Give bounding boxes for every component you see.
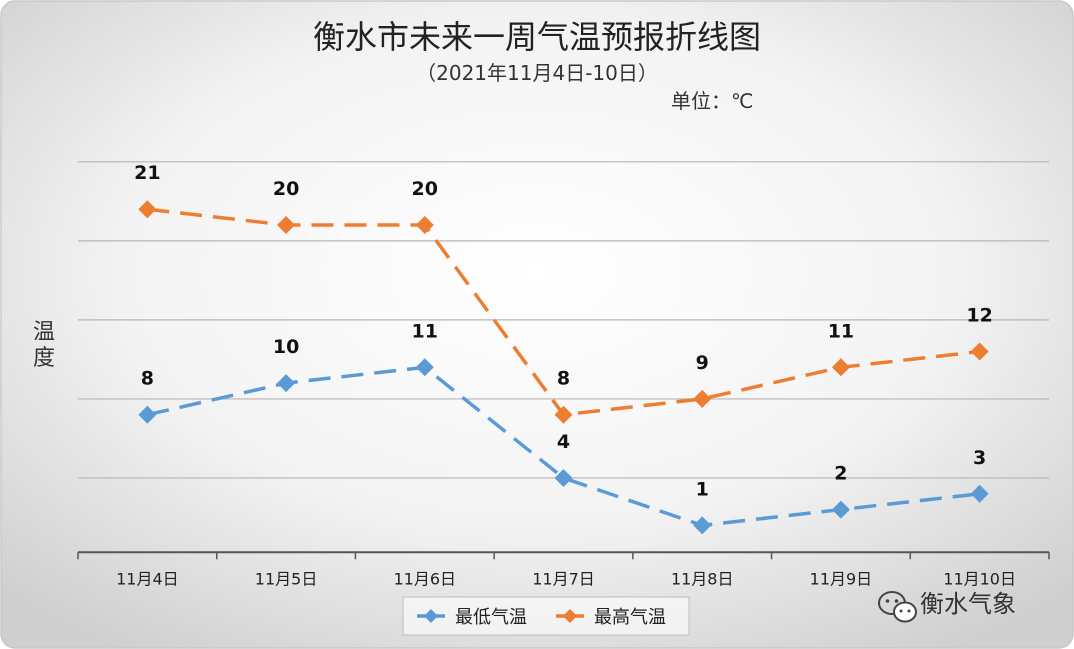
data-label: 12 <box>966 305 992 327</box>
data-point <box>693 516 712 535</box>
data-label: 11 <box>412 320 438 342</box>
x-tick-label: 11月10日 <box>943 569 1016 588</box>
x-tick-label: 11月9日 <box>810 569 873 588</box>
data-point <box>970 484 989 503</box>
watermark-text: 衡水气象 <box>920 590 1016 618</box>
data-point <box>138 200 157 219</box>
data-point <box>138 405 157 424</box>
gridlines <box>78 161 1049 479</box>
legend-box <box>402 596 690 636</box>
watermark: 衡水气象 <box>878 590 1016 623</box>
data-label: 11 <box>828 320 854 342</box>
data-point <box>277 374 296 393</box>
data-label: 20 <box>412 178 438 200</box>
data-label: 21 <box>134 162 160 184</box>
data-label: 3 <box>973 447 986 469</box>
legend-label: 最低气温 <box>455 607 527 628</box>
data-label: 8 <box>141 368 154 390</box>
data-label: 1 <box>696 478 709 500</box>
data-label: 9 <box>696 352 709 374</box>
legend: 最低气温 最高气温 <box>402 596 690 636</box>
data-point <box>693 389 712 408</box>
x-tick-label: 11月8日 <box>671 569 734 588</box>
data-label: 2 <box>834 463 847 485</box>
chart-title: 衡水市未来一周气温预报折线图 <box>313 18 761 56</box>
y-axis-title: 温度 <box>33 320 55 371</box>
data-label: 4 <box>557 431 570 453</box>
data-point <box>415 216 434 235</box>
chart-subtitle: （2021年11月4日-10日） <box>416 61 658 85</box>
data-point <box>970 342 989 361</box>
x-tick-label: 11月6日 <box>394 569 457 588</box>
data-label: 10 <box>273 336 299 358</box>
legend-marker <box>563 609 577 623</box>
legend-marker <box>424 609 438 623</box>
x-tick-label: 11月5日 <box>255 569 318 588</box>
data-point <box>831 500 850 519</box>
data-label: 20 <box>273 178 299 200</box>
series <box>138 200 989 535</box>
data-point <box>554 405 573 424</box>
data-point <box>415 358 434 377</box>
data-point <box>554 468 573 487</box>
unit-label: 单位：℃ <box>671 89 753 113</box>
x-tick-label: 11月4日 <box>116 569 179 588</box>
wechat-icon <box>878 591 917 623</box>
y-axis-label: 温度 <box>33 320 55 371</box>
data-label: 8 <box>557 368 570 390</box>
x-axis: 11月4日 11月5日 11月6日 11月7日 11月8日 11月9日 11月10日 <box>77 551 1050 588</box>
x-tick-label: 11月7日 <box>532 569 595 588</box>
data-point <box>277 216 296 235</box>
legend-label: 最高气温 <box>594 607 666 628</box>
data-point <box>831 358 850 377</box>
